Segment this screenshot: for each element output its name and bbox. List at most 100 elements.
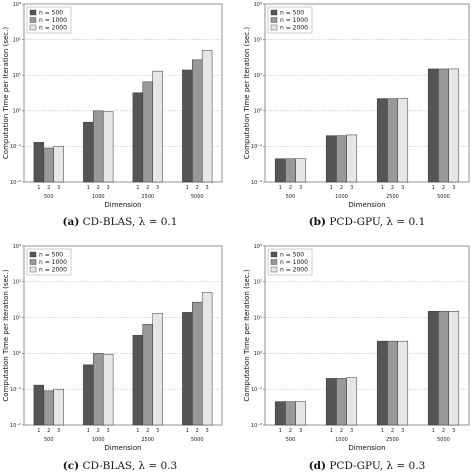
x-axis-label: Dimension [104,201,141,209]
y-tick-label: 10⁻¹ [251,144,262,150]
bar [295,158,307,183]
bar-index-label: 2 [289,185,292,191]
legend-label: n = 2000 [39,267,67,274]
bar-index-label: 3 [299,428,302,434]
x-axis-label: Dimension [104,444,141,452]
x-category-label: 5000 [437,437,450,443]
bar-index-label: 1 [279,428,282,434]
legend-swatch [270,251,278,258]
panel-caption-label: (b) [309,216,326,228]
panel-caption-text: PCD-GPU, λ = 0.3 [329,460,425,472]
x-category-label: 500 [44,194,54,200]
bar [201,50,213,183]
bar [346,377,358,426]
bar [93,110,104,183]
bar-index-label: 2 [391,185,394,191]
plot-frame [264,3,470,183]
bar-index-label: 3 [57,185,60,191]
bar [387,98,398,183]
x-category-label: 1000 [335,437,348,443]
bar-index-label: 3 [452,428,455,434]
bar [53,388,64,426]
bar [83,364,94,426]
bar-index-label: 1 [186,185,189,191]
plot-frame [264,245,470,426]
x-category-label: 2500 [386,194,399,200]
x-axis-label: Dimension [348,444,385,452]
bar [397,340,409,426]
bar-index-label: 1 [136,428,139,434]
legend-label: n = 2000 [280,267,308,274]
legend-label: n = 1000 [280,17,308,24]
bar [336,135,347,183]
bar-index-label: 2 [47,428,50,434]
legend-swatch [270,24,278,31]
legend-swatch [270,266,278,273]
y-tick-label: 10⁰ [254,109,262,115]
legend-swatch [29,9,37,16]
bar-index-label: 3 [401,428,404,434]
y-tick-label: 10⁻² [10,423,21,429]
bar-index-label: 1 [87,428,90,434]
plot-frame [23,245,223,426]
y-axis-label: Computation Time per Iteration (sec.) [2,27,10,159]
y-tick-label: 10⁻¹ [10,387,21,393]
legend-swatch [270,17,278,23]
bar-index-label: 1 [432,185,435,191]
bar-index-label: 3 [206,428,209,434]
x-axis-label: Dimension [348,201,385,209]
y-axis-label: Computation Time per Iteration (sec.) [243,27,251,159]
y-tick-label: 10⁻² [251,423,262,429]
bar [201,292,213,426]
bar-index-label: 2 [97,185,100,191]
y-tick-label: 10¹ [254,73,262,79]
bar [285,158,296,183]
bar-index-label: 2 [196,428,199,434]
legend-label: n = 500 [280,10,304,17]
bar [448,68,460,183]
bar-index-label: 3 [350,185,353,191]
legend-label: n = 500 [39,10,63,17]
legend-swatch [270,259,278,265]
bar [53,146,64,183]
legend-label: n = 1000 [280,259,308,266]
bar [192,59,203,183]
legend-swatch [29,24,37,31]
y-tick-label: 10¹ [13,315,21,321]
bar [336,378,347,426]
y-tick-label: 10⁰ [254,351,262,357]
y-tick-label: 10⁻² [251,180,262,186]
panel-caption-label: (c) [63,460,79,472]
bar [438,68,449,183]
bar-index-label: 3 [206,185,209,191]
x-category-label: 2500 [141,437,154,443]
x-category-label: 5000 [191,194,204,200]
x-category-label: 2500 [386,437,399,443]
x-category-label: 5000 [191,437,204,443]
legend-swatch [270,9,278,16]
bar-index-label: 2 [47,185,50,191]
bar [182,312,193,426]
bar-index-label: 2 [340,185,343,191]
bar [376,98,388,183]
panel-caption: (c) CD-BLAS, λ = 0.3 [63,460,177,472]
bar-index-label: 3 [452,185,455,191]
bar-index-label: 3 [107,428,110,434]
bar [438,311,449,426]
bar [274,158,286,183]
bar [33,142,45,183]
bar-index-label: 2 [442,185,445,191]
bar-index-label: 2 [289,428,292,434]
y-tick-label: 10⁰ [13,351,21,357]
bar [448,311,460,426]
panel-caption-label: (a) [63,216,80,228]
x-category-label: 500 [286,437,296,443]
bar [285,401,296,426]
bar-index-label: 1 [37,185,40,191]
x-category-label: 500 [44,437,54,443]
y-tick-label: 10² [254,37,262,43]
bar [43,147,54,183]
y-axis-label: Computation Time per Iteration (sec.) [2,269,10,401]
panel-caption-text: CD-BLAS, λ = 0.3 [82,460,177,472]
